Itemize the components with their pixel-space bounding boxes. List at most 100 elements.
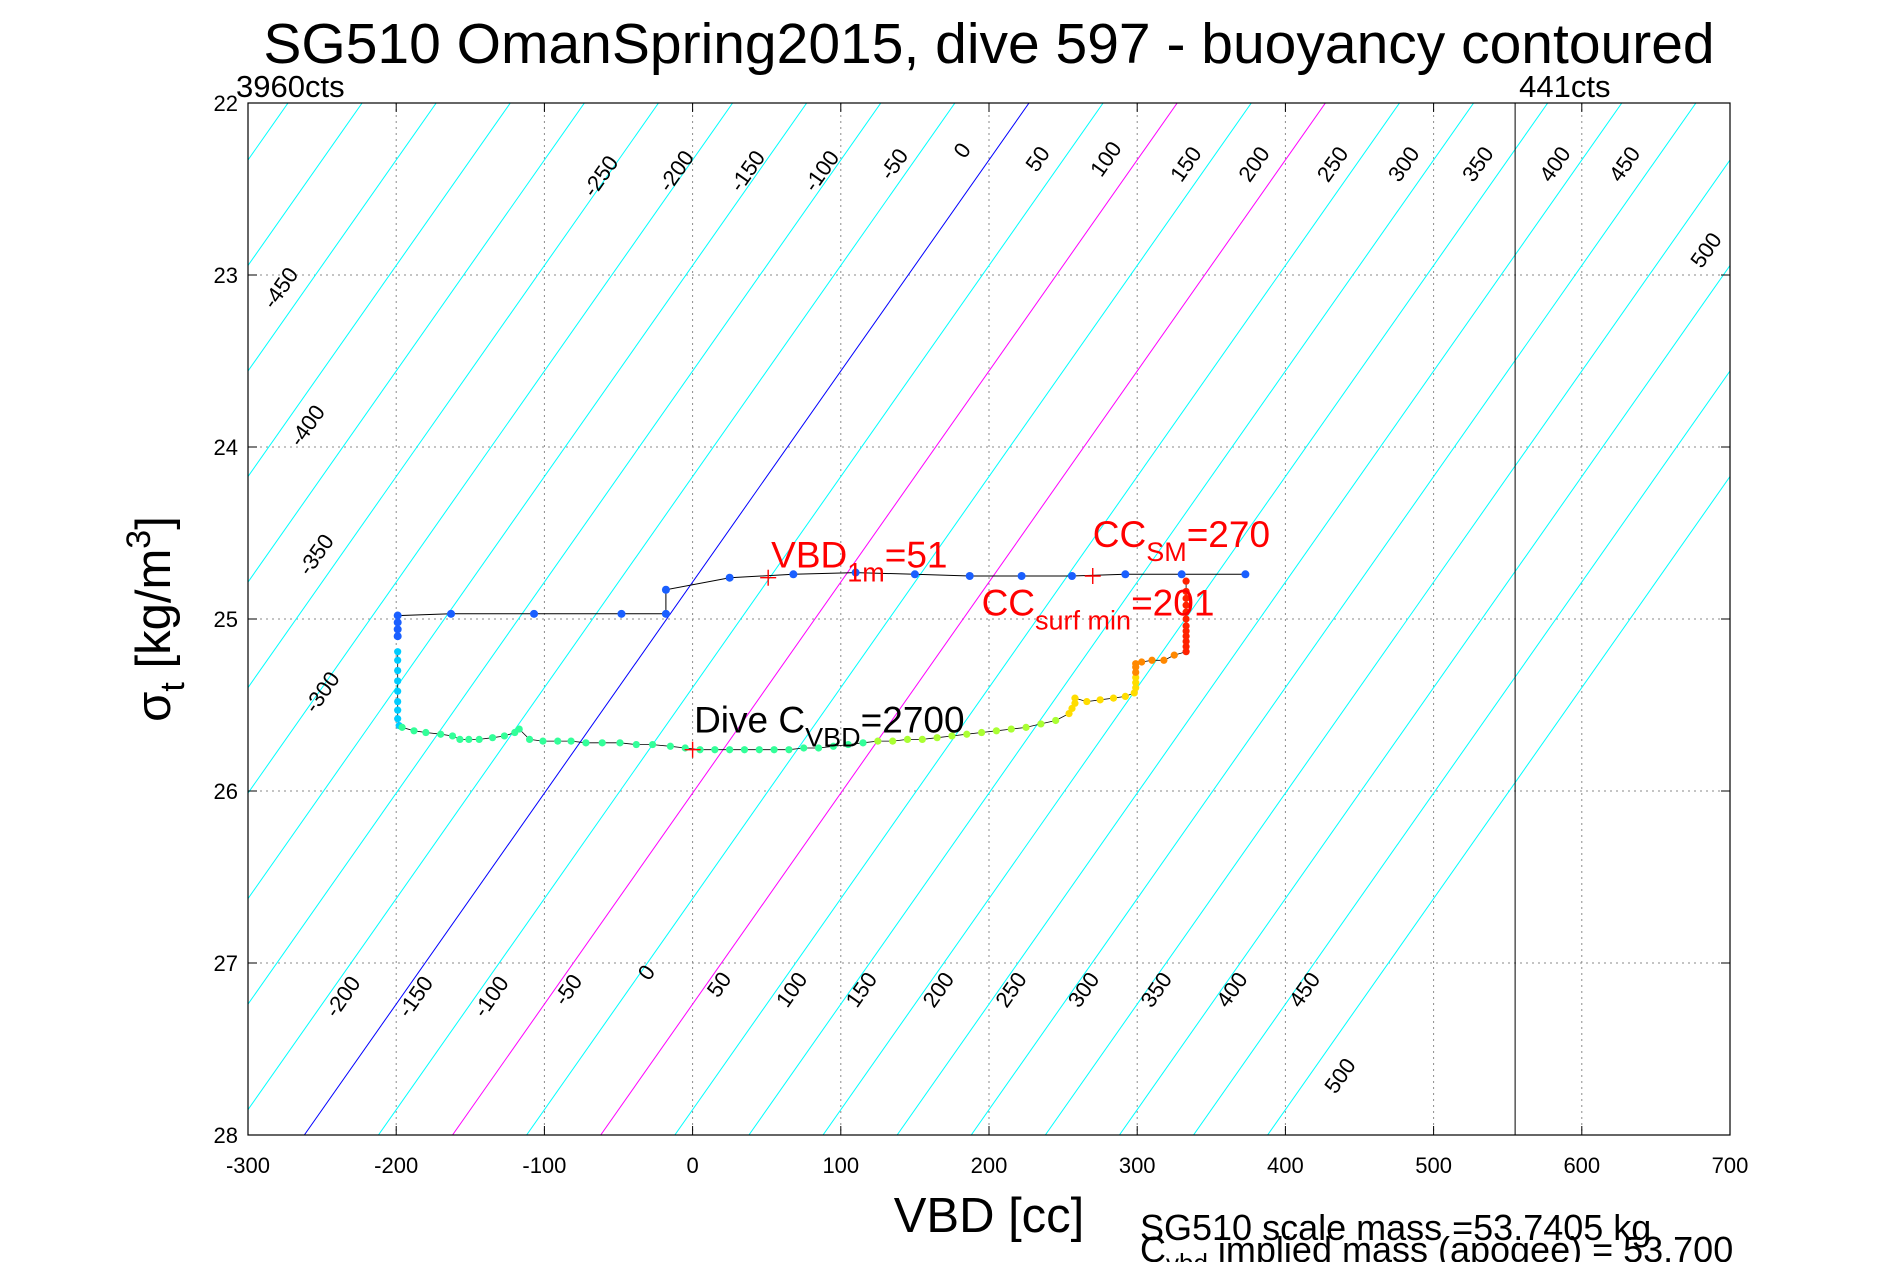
data-point: [1132, 668, 1140, 676]
data-point: [410, 727, 418, 735]
data-point: [726, 746, 734, 754]
contour-line: [248, 103, 659, 689]
data-point: [465, 735, 473, 744]
data-point: [1182, 627, 1190, 635]
data-point: [500, 732, 508, 740]
x-tick-label: -300: [226, 1153, 270, 1178]
data-point: [1182, 615, 1190, 623]
data-point: [582, 739, 590, 747]
y-tick-label: 22: [214, 91, 238, 116]
y-label-units: [kg/m: [127, 549, 181, 682]
annotation-sub: VBD: [805, 723, 861, 753]
data-point: [1052, 716, 1060, 725]
data-point: [1007, 725, 1015, 733]
data-point: [1182, 594, 1190, 602]
data-point: [977, 728, 986, 737]
data-point: [393, 618, 402, 627]
contour-line: [1193, 370, 1730, 1135]
annotation-value: =201: [1131, 583, 1214, 624]
grid: [248, 103, 1730, 1135]
contour-line: [248, 103, 956, 1111]
data-point: [617, 609, 626, 618]
x-tick-label: 600: [1563, 1153, 1600, 1178]
x-tick-label: 700: [1712, 1153, 1749, 1178]
data-point: [567, 737, 575, 745]
contour-line: [378, 103, 1104, 1135]
footer-scale-mass: SG510 scale mass =53.7405 kg: [1140, 1207, 1651, 1248]
data-point: [393, 625, 402, 634]
x-tick-label: 400: [1267, 1153, 1304, 1178]
data-point: [539, 737, 547, 745]
contour-line: [970, 103, 1697, 1135]
data-point: [770, 746, 778, 754]
data-point: [1022, 723, 1030, 731]
x-tick-label: 500: [1415, 1153, 1452, 1178]
data-point: [422, 728, 430, 737]
data-point: [1083, 697, 1091, 706]
data-point: [1096, 696, 1104, 704]
x-tick-label: -100: [522, 1153, 566, 1178]
buoyancy-contours: [248, 103, 1730, 1135]
ascent-connector: [397, 581, 1187, 751]
y-tick-label: 25: [214, 607, 238, 632]
left-counts-label: 3960cts: [236, 69, 345, 104]
x-tick-label: -200: [374, 1153, 418, 1178]
data-point: [963, 730, 971, 738]
x-axis-label: VBD [cc]: [894, 1189, 1085, 1243]
contour-line: [248, 103, 882, 1006]
x-tick-label: 100: [822, 1153, 859, 1178]
footer-c: C: [1140, 1229, 1166, 1262]
y-tick-label: 24: [214, 435, 238, 460]
data-point: [488, 734, 497, 742]
data-point: [859, 739, 867, 747]
y-tick-label: 26: [214, 779, 238, 804]
contour-line: [748, 103, 1475, 1135]
data-point: [948, 732, 956, 740]
data-point: [903, 735, 912, 744]
annotation-sub: SM: [1146, 537, 1187, 567]
x-tick-label: 300: [1119, 1153, 1156, 1178]
data-point: [1132, 660, 1140, 668]
data-point: [851, 568, 860, 577]
data-point: [394, 648, 402, 656]
contour-line: [452, 103, 1178, 1135]
y-tick-label: 28: [214, 1123, 238, 1148]
data-point: [1170, 651, 1178, 659]
data-point: [1132, 684, 1140, 692]
data-point: [1241, 570, 1250, 579]
data-point: [889, 737, 897, 745]
data-point: [393, 632, 402, 641]
footer-implied-mass: Cvbd implied mass (apogee) = 53.700: [1140, 1229, 1733, 1262]
data-point: [530, 609, 539, 618]
contour-line: [526, 103, 1252, 1135]
data-point: [1067, 572, 1076, 580]
data-point: [456, 735, 464, 744]
counts-markers: 3960cts 441cts: [236, 69, 1610, 1135]
data-point: [789, 570, 798, 579]
annotation-value: =2700: [861, 700, 965, 741]
data-point: [918, 735, 926, 744]
contour-line: [600, 103, 1326, 1135]
data-point: [1071, 694, 1079, 702]
data-point: [755, 746, 763, 754]
data-point: [785, 746, 793, 754]
y-label-sub: t: [154, 682, 192, 692]
y-axis-label: σt [kg/m3]: [120, 516, 192, 722]
data-point: [448, 732, 457, 740]
data-point: [711, 746, 719, 754]
data-point: [1182, 648, 1190, 656]
annotation: Dive CVBD=2700: [694, 700, 964, 753]
data-point: [1182, 587, 1190, 596]
data-point: [1121, 570, 1130, 579]
data-point: [725, 573, 734, 582]
data-point: [1138, 658, 1146, 666]
data-point: [1177, 570, 1186, 579]
annotation-base: CC: [982, 583, 1035, 624]
chart-title: SG510 OmanSpring2015, dive 597 - buoyanc…: [263, 12, 1714, 76]
contour-line: [248, 103, 585, 583]
data-point: [1182, 642, 1190, 651]
contour-line: [1267, 475, 1730, 1135]
